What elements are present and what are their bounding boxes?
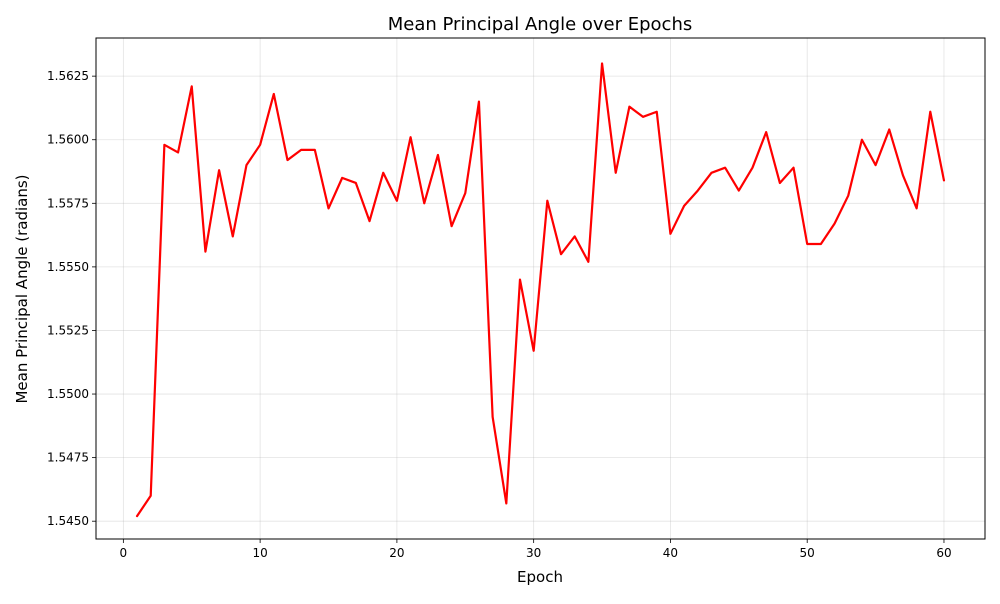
chart-title: Mean Principal Angle over Epochs xyxy=(388,14,693,35)
y-tick-label: 1.5625 xyxy=(47,69,89,83)
y-axis: 1.5450 1.5475 1.5500 1.5525 1.5550 1.5575 1.56… xyxy=(47,69,96,528)
x-tick-label: 60 xyxy=(936,546,951,560)
y-tick-label: 1.5500 xyxy=(47,387,89,401)
plot-frame xyxy=(95,37,986,540)
series-line xyxy=(135,62,946,518)
y-tick-label: 1.5525 xyxy=(47,323,89,337)
x-tick-label: 40 xyxy=(663,546,678,560)
x-axis: 0 10 20 30 40 50 60 xyxy=(120,539,952,560)
grid xyxy=(96,38,985,539)
y-tick-label: 1.5475 xyxy=(47,451,89,465)
x-tick-label: 10 xyxy=(252,546,267,560)
x-tick-label: 0 xyxy=(120,546,128,560)
x-axis-title: Epoch xyxy=(517,568,563,586)
y-tick-label: 1.5600 xyxy=(47,133,89,147)
y-tick-label: 1.5575 xyxy=(47,196,89,210)
y-tick-label: 1.5450 xyxy=(47,514,89,528)
series-layer xyxy=(135,62,946,518)
x-tick-label: 30 xyxy=(526,546,541,560)
y-tick-label: 1.5550 xyxy=(47,260,89,274)
x-tick-label: 50 xyxy=(800,546,815,560)
x-tick-label: 20 xyxy=(389,546,404,560)
y-axis-title: Mean Principal Angle (radians) xyxy=(13,174,31,403)
